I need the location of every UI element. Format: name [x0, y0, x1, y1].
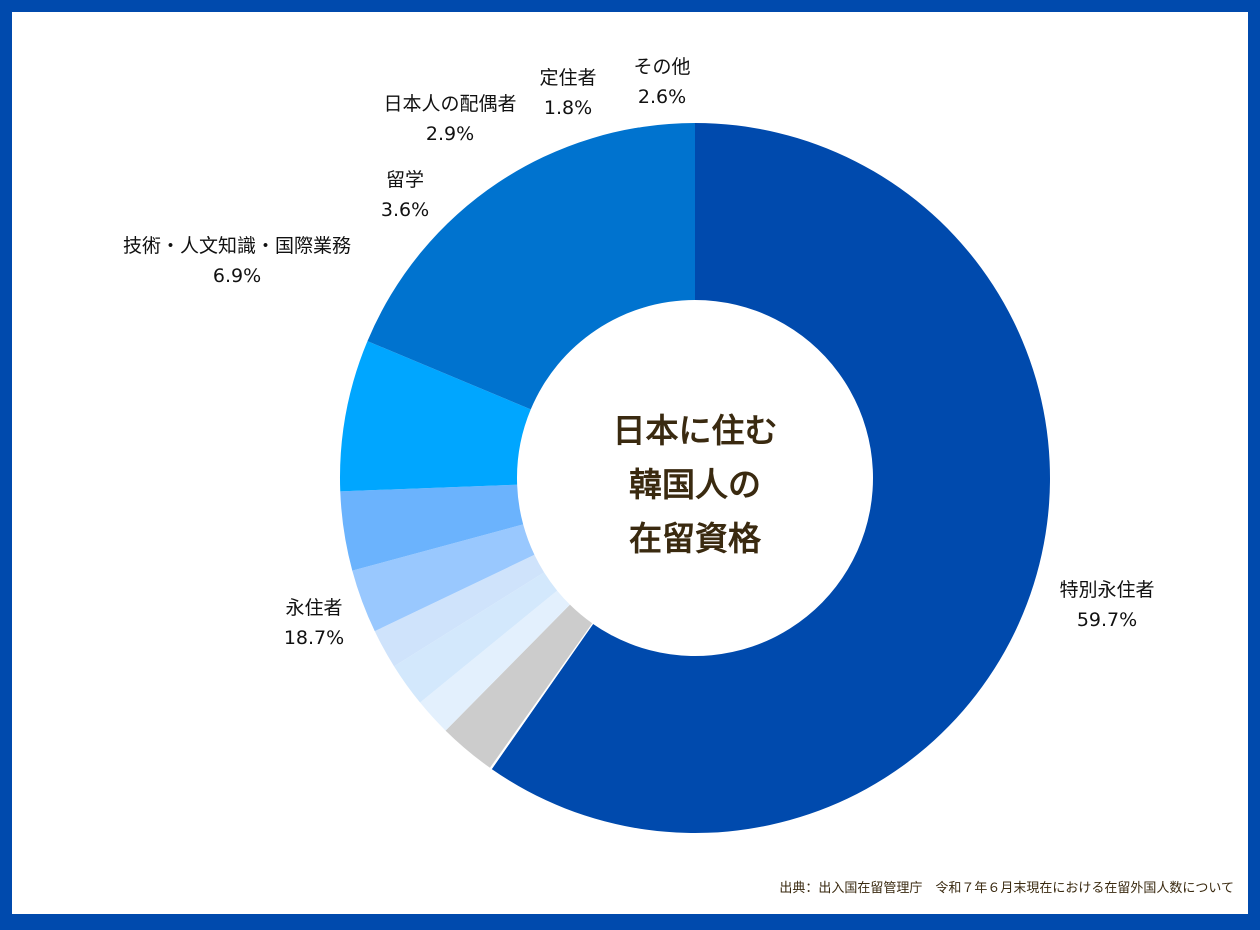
donut-slice	[374, 554, 545, 667]
donut-slice	[352, 524, 535, 632]
slice-label: 技術・人文知識・国際業務	[123, 235, 351, 257]
donut-slice	[394, 572, 558, 703]
center-title-line: 日本に住む	[613, 411, 778, 450]
slice-value-label: 18.7%	[284, 627, 344, 649]
donut-slice	[489, 623, 594, 770]
slice-label: 留学	[386, 169, 424, 191]
slice-label: 永住者	[285, 597, 342, 619]
slice-label: その他	[633, 56, 690, 78]
slice-label: 日本人の配偶者	[383, 93, 516, 115]
slice-value-label: 6.9%	[213, 265, 261, 287]
slice-value-label: 2.6%	[638, 86, 686, 108]
donut-slice	[445, 604, 593, 768]
slice-value-label: 1.8%	[544, 97, 592, 119]
slice-value-label: 59.7%	[1077, 609, 1137, 631]
donut-slice	[340, 341, 531, 492]
slice-label: 特別永住者	[1059, 579, 1154, 601]
slice-value-label: 3.6%	[381, 199, 429, 221]
donut-slice	[491, 123, 1050, 833]
slice-value-label: 2.9%	[426, 123, 474, 145]
donut-slice	[340, 484, 524, 571]
slice-label: 定住者	[539, 67, 596, 89]
donut-slice	[420, 590, 570, 731]
center-title-line: 韓国人の	[629, 465, 761, 504]
center-title-line: 在留資格	[629, 519, 762, 558]
donut-slice	[367, 123, 695, 410]
source-note: 出典：出入国在留管理庁 令和７年６月末現在における在留外国人数について	[779, 881, 1234, 896]
